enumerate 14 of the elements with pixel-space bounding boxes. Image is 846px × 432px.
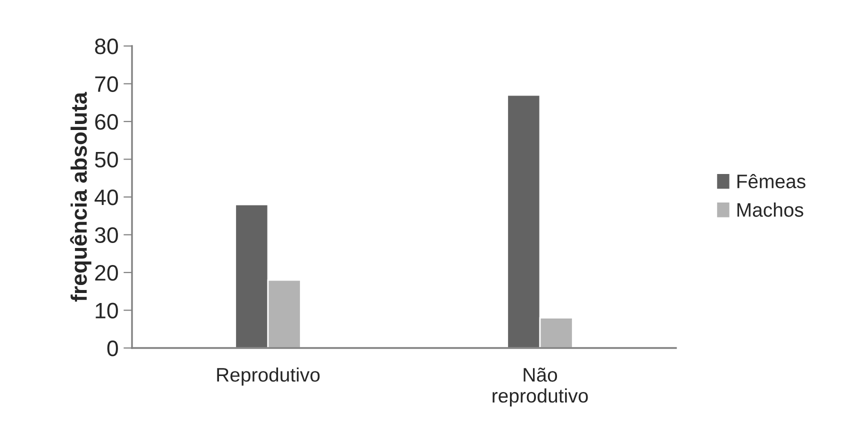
y-tick-label: 10	[96, 302, 118, 319]
x-tick-label: Reprodutivo	[217, 367, 320, 386]
y-tick-label: 50	[94, 152, 118, 168]
y-tick-label: 80	[95, 38, 118, 54]
y-tick-label: 70	[95, 76, 118, 92]
y-tick-label: 40	[94, 190, 118, 206]
y-tick-label: 60	[95, 114, 118, 130]
legend-label: Machos	[737, 202, 804, 217]
y-tick-label: 20	[95, 265, 118, 281]
y-axis-title: frequência absoluta	[70, 92, 92, 302]
legend-label: Fêmeas	[737, 174, 806, 188]
x-tick-label: Não reprodutivo	[492, 368, 588, 407]
y-tick-label: 30	[94, 227, 118, 244]
y-tick-label: 0	[107, 340, 118, 356]
